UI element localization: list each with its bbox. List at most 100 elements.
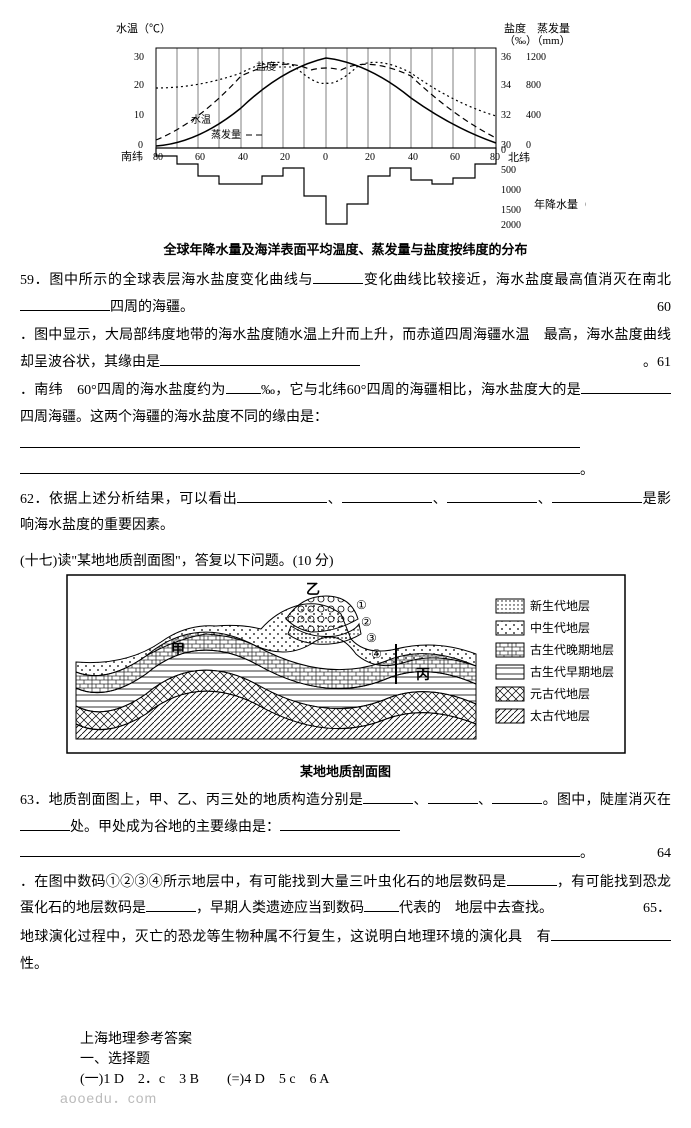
section-17: (十七)读"某地地质剖面图"，答复以下问题。(10 分) <box>20 550 671 570</box>
svg-text:元古代地层: 元古代地层 <box>530 686 590 701</box>
blank <box>364 897 399 912</box>
q64-mid2: ，早期人类遗迹应当到数码 <box>196 901 364 916</box>
svg-text:40: 40 <box>408 152 418 163</box>
q59: 59．图中所示的全球表层海水盐度变化曲线与 变化曲线比较接近，海水盐度最高值消灭在… <box>20 268 671 321</box>
q65-suffix: 性。 <box>20 957 48 972</box>
q59-suffix: 变化曲线比较接近，海水盐度最高值消灭在南北 <box>363 273 671 288</box>
q61-prefix: ．南纬 60°四周的海水盐度约为 <box>20 383 226 398</box>
svg-text:丙: 丙 <box>416 667 430 683</box>
blank <box>237 488 327 503</box>
svg-text:蒸发量: 蒸发量 <box>211 128 241 141</box>
svg-text:古生代早期地层: 古生代早期地层 <box>530 664 614 679</box>
geo-caption: 某地地质剖面图 <box>66 761 626 780</box>
svg-text:1000: 1000 <box>501 185 521 196</box>
svg-text:1200: 1200 <box>526 52 546 63</box>
blank <box>20 816 70 831</box>
blank <box>160 351 360 366</box>
svg-text:甲: 甲 <box>171 642 185 658</box>
geo-legend: 新生代地层 中生代地层 古生代晚期地层 古生代早期地层 元古代地层 太古代地层 <box>496 598 614 723</box>
blank <box>20 296 110 311</box>
answers-line: (一)1 D 2．c 3 B (=)4 D 5 c 6 A <box>80 1068 671 1088</box>
svg-text:盐度: 盐度 <box>256 60 276 73</box>
svg-text:南纬: 南纬 <box>121 150 143 163</box>
q61-mid: ‰，它与北纬60°四周的海疆相比，海水盐度大的是 <box>261 383 581 398</box>
svg-text:60: 60 <box>450 152 460 163</box>
q62: 62．依据上述分析结果，可以看出、、、是影响海水盐度的重要因素。 <box>20 487 671 540</box>
svg-text:乙: 乙 <box>306 582 320 598</box>
svg-text:40: 40 <box>238 152 248 163</box>
answers-block: 上海地理参考答案 一、选择题 (一)1 D 2．c 3 B (=)4 D 5 c… <box>80 1028 671 1088</box>
q64: ．在图中数码①②③④所示地层中，有可能找到大量三叶虫化石的地层数码是，有可能找到… <box>20 870 671 923</box>
svg-text:0: 0 <box>138 140 143 151</box>
svg-text:中生代地层: 中生代地层 <box>530 620 590 635</box>
blank <box>363 789 413 804</box>
svg-text:20: 20 <box>365 152 375 163</box>
blank <box>447 488 537 503</box>
q63: 63．地质剖面图上，甲、乙、丙三处的地质构造分别是、、。图中，陡崖消灭在处。甲处… <box>20 788 671 868</box>
svg-text:0: 0 <box>323 152 328 163</box>
svg-text:34: 34 <box>501 80 511 91</box>
svg-text:20: 20 <box>280 152 290 163</box>
geo-svg: 甲 乙 丙 ① ② ③ ④ 新生代地层 中生代地层 古生代晚期地层 古生代早期地… <box>66 574 626 754</box>
svg-text:0: 0 <box>526 140 531 151</box>
svg-text:2000: 2000 <box>501 220 521 230</box>
q61: ．南纬 60°四周的海水盐度约为 ‰，它与北纬60°四周的海疆相比，海水盐度大的是… <box>20 378 671 484</box>
salinity-chart: 水温（℃） 盐度 蒸发量 （‰）（mm） 0 10 20 30 30 32 34… <box>106 20 586 258</box>
watermark: aooedu．com <box>60 1088 671 1108</box>
chart1-title: 全球年降水量及海洋表面平均温度、蒸发量与盐度按纬度的分布 <box>106 239 586 258</box>
svg-text:0: 0 <box>501 145 506 156</box>
blank <box>342 488 432 503</box>
q65: 地球演化过程中，灭亡的恐龙等生物种属不行复生，这说明白地理环境的演化具 有性。 <box>20 925 671 978</box>
svg-text:800: 800 <box>526 80 541 91</box>
blank <box>280 816 400 831</box>
blank <box>20 459 580 474</box>
blank <box>551 926 671 941</box>
svg-text:80: 80 <box>490 152 500 163</box>
blank <box>428 789 478 804</box>
svg-text:400: 400 <box>526 110 541 121</box>
q63-mid: 。图中，陡崖消灭在 <box>542 793 671 808</box>
answers-sec: 一、选择题 <box>80 1048 671 1068</box>
q63-prefix: 63．地质剖面图上，甲、乙、丙三处的地质构造分别是 <box>20 793 363 808</box>
q65-num: 65． <box>643 896 671 923</box>
q59-tail: 四周的海疆。 <box>110 300 194 315</box>
svg-text:32: 32 <box>501 110 511 121</box>
q64-suffix: 代表的 地层中去查找。 <box>399 901 553 916</box>
svg-text:④: ④ <box>371 647 382 661</box>
svg-text:年降水量（mm）: 年降水量（mm） <box>534 197 586 211</box>
q60: ．图中显示，大局部纬度地带的海水盐度随水温上升而上升，而赤道四周海疆水温 最高，… <box>20 323 671 376</box>
blank <box>581 379 671 394</box>
blank <box>507 871 557 886</box>
blank <box>146 897 196 912</box>
blank <box>226 379 261 394</box>
svg-text:北纬: 北纬 <box>508 151 530 164</box>
svg-text:500: 500 <box>501 165 516 176</box>
svg-text:①: ① <box>356 598 367 612</box>
blank <box>20 433 580 448</box>
q64-num: 64 <box>657 841 671 868</box>
svg-text:60: 60 <box>195 152 205 163</box>
blank <box>20 842 580 857</box>
blank <box>313 269 363 284</box>
svg-text:②: ② <box>361 615 372 629</box>
ylabel-left: 水温（℃） <box>116 22 171 35</box>
svg-text:10: 10 <box>134 110 144 121</box>
q63-suffix: 处。甲处成为谷地的主要缘由是： <box>70 820 280 835</box>
answers-title: 上海地理参考答案 <box>80 1028 671 1048</box>
svg-text:水温: 水温 <box>191 114 211 126</box>
blank <box>552 488 642 503</box>
chart-svg: 水温（℃） 盐度 蒸发量 （‰）（mm） 0 10 20 30 30 32 34… <box>106 20 586 230</box>
geology-figure: 甲 乙 丙 ① ② ③ ④ 新生代地层 中生代地层 古生代晚期地层 古生代早期地… <box>66 574 626 780</box>
svg-text:③: ③ <box>366 631 377 645</box>
q65-prefix: 地球演化过程中，灭亡的恐龙等生物种属不行复生，这说明白地理环境的演化具 有 <box>20 930 551 945</box>
q60-num: 60 <box>657 295 671 322</box>
svg-text:30: 30 <box>134 52 144 63</box>
q64-prefix: ．在图中数码①②③④所示地层中，有可能找到大量三叶虫化石的地层数码是 <box>20 875 507 890</box>
svg-text:20: 20 <box>134 80 144 91</box>
svg-text:古生代晚期地层: 古生代晚期地层 <box>530 642 614 657</box>
ylabel-r1: 盐度 蒸发量 <box>504 21 570 35</box>
q62-prefix: 62．依据上述分析结果，可以看出 <box>20 492 237 507</box>
svg-text:80: 80 <box>153 152 163 163</box>
svg-text:36: 36 <box>501 52 511 63</box>
q59-prefix: 59．图中所示的全球表层海水盐度变化曲线与 <box>20 273 313 288</box>
